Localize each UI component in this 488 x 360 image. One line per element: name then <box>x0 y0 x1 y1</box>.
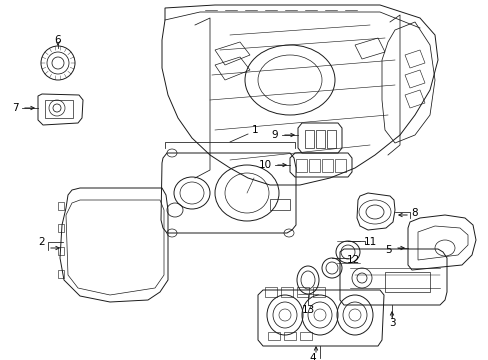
Text: 5: 5 <box>384 245 390 255</box>
Bar <box>296 287 308 297</box>
Text: 1: 1 <box>251 125 258 135</box>
Bar <box>58 270 64 278</box>
Bar <box>305 130 313 148</box>
Bar <box>308 159 319 172</box>
Text: 3: 3 <box>388 318 394 328</box>
Bar <box>315 130 325 148</box>
Text: 6: 6 <box>55 35 61 45</box>
Text: 8: 8 <box>411 208 417 218</box>
Bar <box>58 202 64 210</box>
Text: 12: 12 <box>346 255 359 265</box>
Bar <box>264 287 276 297</box>
Bar <box>295 159 306 172</box>
Bar <box>299 332 311 340</box>
Bar <box>267 332 280 340</box>
Bar <box>58 247 64 255</box>
Text: 2: 2 <box>39 237 45 247</box>
Bar <box>284 332 295 340</box>
Text: 11: 11 <box>363 237 376 247</box>
Bar <box>281 287 292 297</box>
Text: 13: 13 <box>301 305 314 315</box>
Bar <box>58 224 64 232</box>
Bar <box>269 199 289 210</box>
Text: 9: 9 <box>271 130 278 140</box>
Text: 7: 7 <box>12 103 18 113</box>
Bar <box>326 130 335 148</box>
Bar <box>45 100 73 118</box>
Text: 4: 4 <box>309 353 316 360</box>
Text: 10: 10 <box>258 160 271 170</box>
Bar <box>384 272 429 292</box>
Bar <box>321 159 332 172</box>
Bar <box>312 287 325 297</box>
Bar <box>334 159 346 172</box>
